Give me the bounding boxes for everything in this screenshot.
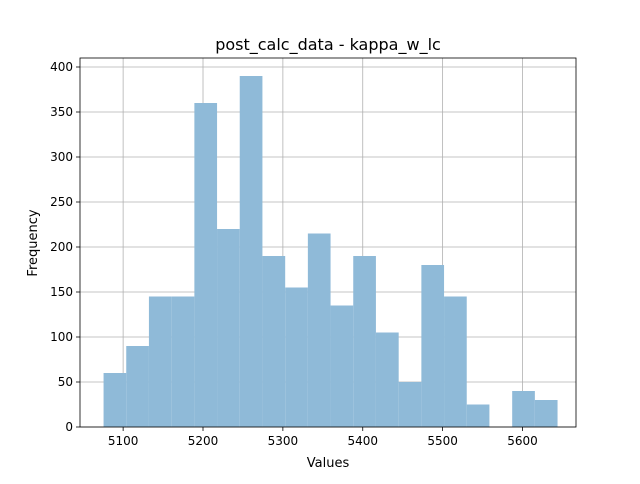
x-tick-label: 5600 xyxy=(507,434,538,448)
x-tick-label: 5400 xyxy=(347,434,378,448)
x-tick-label: 5500 xyxy=(427,434,458,448)
histogram-bar xyxy=(171,296,195,427)
histogram-bar xyxy=(534,400,558,427)
histogram-bar xyxy=(307,233,331,427)
histogram-bar xyxy=(217,229,240,427)
histogram-bar xyxy=(466,404,490,427)
histogram-bar xyxy=(262,256,286,427)
histogram-bar xyxy=(148,296,172,427)
y-axis-label: Frequency xyxy=(26,209,41,276)
y-tick-label: 400 xyxy=(50,60,73,74)
histogram-bar xyxy=(512,391,535,427)
x-tick-label: 5300 xyxy=(268,434,299,448)
histogram-bar xyxy=(285,287,308,427)
histogram-bar xyxy=(239,76,263,427)
plot-area: 5100 5200 5300 5400 5500 5600 0 50 100 150 200 250 3… xyxy=(50,57,577,448)
axes-frame xyxy=(79,57,577,428)
histogram-bar xyxy=(375,332,399,427)
histogram-bar xyxy=(126,346,149,427)
histogram-bar xyxy=(194,103,218,427)
y-tick-label: 50 xyxy=(58,375,73,389)
x-tick-label: 5200 xyxy=(188,434,219,448)
y-tick-label: 350 xyxy=(50,105,73,119)
histogram-bar xyxy=(398,382,422,427)
y-tick-label: 0 xyxy=(65,420,73,434)
y-tick-label: 300 xyxy=(50,150,73,164)
histogram-bar xyxy=(330,305,354,427)
histogram-bar xyxy=(444,296,467,427)
y-tick-label: 250 xyxy=(50,195,73,209)
y-tick-label: 150 xyxy=(50,285,73,299)
y-tick-label: 100 xyxy=(50,330,73,344)
histogram-bar xyxy=(421,265,445,427)
histogram-bar xyxy=(103,373,127,427)
histogram-bar xyxy=(353,256,376,427)
y-tick-label: 200 xyxy=(50,240,73,254)
x-tick-label: 5100 xyxy=(108,434,139,448)
x-axis-label: Values xyxy=(307,456,350,471)
chart-title: post_calc_data - kappa_w_lc xyxy=(215,35,441,55)
